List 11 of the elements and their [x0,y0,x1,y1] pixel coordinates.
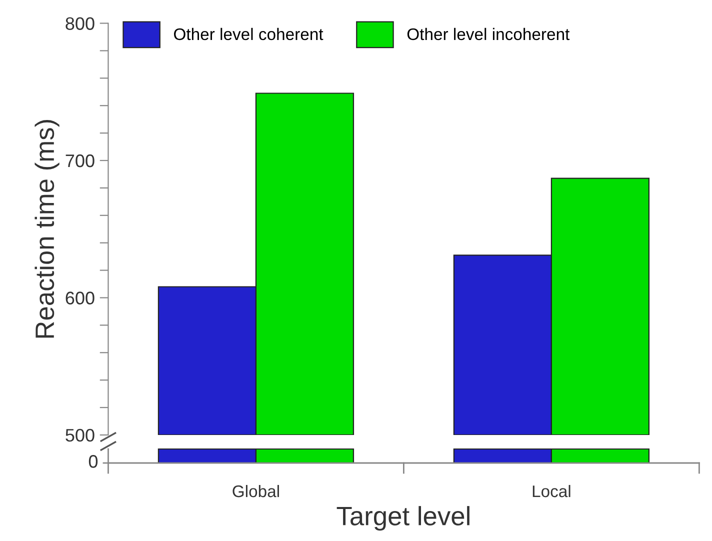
y-tick-label: 800 [66,17,94,30]
y-tick-label: 500 [66,428,94,442]
y-tick-label: 700 [66,154,94,168]
legend-label: Other level incoherent [407,28,570,40]
x-tick-label: Global [232,484,279,498]
y-tick-label: 600 [66,292,94,304]
legend-label: Other level coherent [174,28,324,40]
y-axis-title: Reaction time (ms) [34,120,60,338]
x-axis-title: Target level [336,506,470,531]
x-tick-label: Local [532,484,570,498]
text: 0 [88,455,98,468]
